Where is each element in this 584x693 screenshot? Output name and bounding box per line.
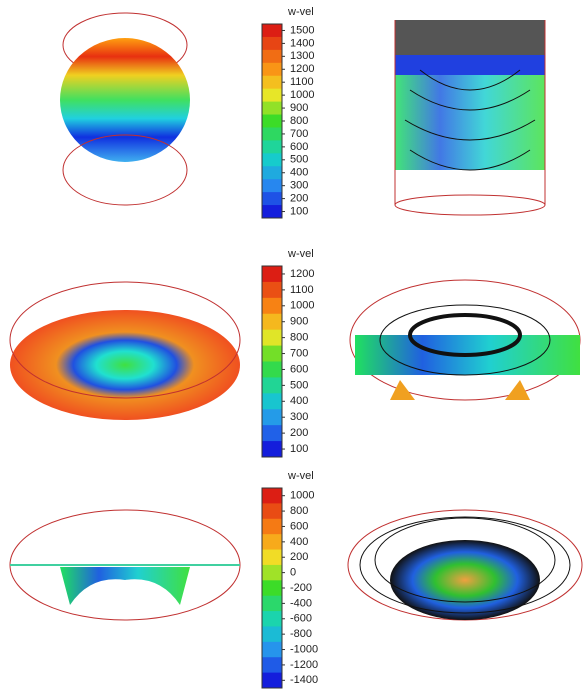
colorbar-swatch (262, 192, 282, 205)
tick-label: 600 (290, 141, 308, 153)
colorbar-title: w-vel (287, 470, 314, 482)
tick-label: 200 (290, 427, 308, 439)
tick-label: 100 (290, 205, 308, 217)
colorbar-swatch (262, 89, 282, 102)
colorbar-swatch (262, 673, 282, 689)
colorbar-swatch (262, 550, 282, 566)
tick-label: 900 (290, 102, 308, 114)
tick-label: 1000 (290, 89, 314, 101)
colorbar-title: w-vel (287, 248, 314, 260)
colorbar-swatch (262, 393, 282, 409)
tick-label: 600 (290, 520, 308, 532)
colorbar-swatch (262, 76, 282, 89)
colorbar-swatch (262, 657, 282, 673)
colorbar-swatch (262, 37, 282, 50)
tick-label: 900 (290, 316, 308, 328)
colorbar-swatch (262, 24, 282, 37)
tick-label: 700 (290, 347, 308, 359)
colorbar-swatch (262, 362, 282, 378)
colorbar-swatch (262, 565, 282, 581)
tick-label: 1300 (290, 50, 314, 62)
colorbar-swatch (262, 166, 282, 179)
colorbar-swatch (262, 127, 282, 140)
colorbar-swatch (262, 153, 282, 166)
colorbar-swatch (262, 519, 282, 535)
tick-label: 400 (290, 536, 308, 548)
colorbar-swatch (262, 205, 282, 218)
tick-label: -800 (290, 628, 312, 640)
colorbar-swatch (262, 50, 282, 63)
tick-label: 1100 (290, 76, 314, 88)
tick-label: 1500 (290, 24, 314, 36)
colorbar-swatch (262, 626, 282, 642)
colorbar-swatch (262, 298, 282, 314)
colorbar-swatch (262, 642, 282, 658)
colorbar-swatch (262, 115, 282, 128)
colorbar-swatch (262, 441, 282, 457)
tick-label: 500 (290, 154, 308, 166)
colorbar-swatch (262, 503, 282, 519)
tick-label: -1200 (290, 659, 318, 671)
colorbar-swatch (262, 102, 282, 115)
tick-label: 100 (290, 443, 308, 455)
tick-label: 300 (290, 411, 308, 423)
colorbar-swatch (262, 314, 282, 330)
tick-label: -400 (290, 597, 312, 609)
tick-label: 1200 (290, 268, 314, 280)
tick-label: 1000 (290, 490, 314, 502)
tick-label: -600 (290, 613, 312, 625)
colorbar-swatch (262, 266, 282, 282)
colorbar-swatch (262, 63, 282, 76)
tick-label: 1000 (290, 300, 314, 312)
tick-label: 500 (290, 379, 308, 391)
tick-label: 300 (290, 180, 308, 192)
colorbar-swatch (262, 377, 282, 393)
tick-label: 600 (290, 363, 308, 375)
tick-label: -200 (290, 582, 312, 594)
colorbar-swatch (262, 488, 282, 504)
colorbar-swatch (262, 179, 282, 192)
figure: w-vel15001400130012001100100090080070060… (0, 0, 584, 693)
tick-label: -1400 (290, 674, 318, 686)
tick-label: 200 (290, 551, 308, 563)
colorbar-swatch (262, 140, 282, 153)
tick-label: 1200 (290, 63, 314, 75)
colorbars: w-vel15001400130012001100100090080070060… (262, 6, 318, 689)
colorbar-swatch (262, 282, 282, 298)
tick-label: 1400 (290, 37, 314, 49)
tick-label: 700 (290, 128, 308, 140)
tick-label: 1100 (290, 284, 314, 296)
tick-label: -1000 (290, 643, 318, 655)
tick-label: 0 (290, 567, 296, 579)
tick-label: 200 (290, 193, 308, 205)
colorbar-title: w-vel (287, 6, 314, 18)
colorbar-swatch (262, 425, 282, 441)
colorbar-swatch (262, 580, 282, 596)
colorbar-swatch (262, 330, 282, 346)
tick-label: 800 (290, 332, 308, 344)
colorbar-swatch (262, 534, 282, 550)
tick-label: 400 (290, 167, 308, 179)
colorbar-swatch (262, 611, 282, 627)
colorbar-swatch (262, 596, 282, 612)
tick-label: 800 (290, 505, 308, 517)
tick-label: 800 (290, 115, 308, 127)
tick-label: 400 (290, 395, 308, 407)
colorbar-swatch (262, 346, 282, 362)
colorbar-swatch (262, 409, 282, 425)
